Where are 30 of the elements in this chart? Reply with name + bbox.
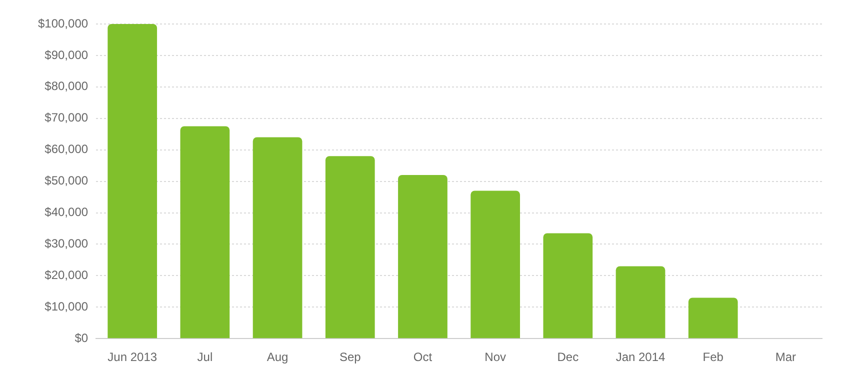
x-tick-label: Mar <box>775 350 796 364</box>
y-tick-label: $100,000 <box>38 16 88 30</box>
x-tick-label: Aug <box>266 350 288 364</box>
x-tick-label: Sep <box>339 350 362 364</box>
y-tick-label: $70,000 <box>44 110 88 125</box>
x-tick-label: Jul <box>197 350 213 364</box>
y-tick-label: $90,000 <box>44 48 88 62</box>
x-tick-label: Dec <box>557 350 579 364</box>
y-tick-label: $10,000 <box>44 299 88 314</box>
y-tick-label: $40,000 <box>44 205 88 220</box>
x-tick-label: Oct <box>413 350 433 364</box>
bar <box>616 266 666 338</box>
x-tick-label: Jun 2013 <box>108 350 158 364</box>
y-tick-label: $80,000 <box>44 79 88 94</box>
x-tick-label: Feb <box>702 350 724 364</box>
bar <box>470 190 520 338</box>
bar <box>108 24 158 338</box>
y-tick-label: $20,000 <box>44 268 88 282</box>
bar <box>180 126 230 338</box>
y-tick-label: $0 <box>74 330 88 345</box>
x-tick-label: Jan 2014 <box>616 350 666 364</box>
y-tick-label: $30,000 <box>44 236 88 251</box>
y-tick-label: $60,000 <box>44 142 88 156</box>
bar <box>688 298 738 338</box>
bar <box>325 156 375 338</box>
y-tick-label: $50,000 <box>44 174 88 188</box>
bar <box>543 233 593 338</box>
x-tick-label: Nov <box>484 350 506 364</box>
bar <box>252 137 302 338</box>
bar <box>398 175 448 338</box>
